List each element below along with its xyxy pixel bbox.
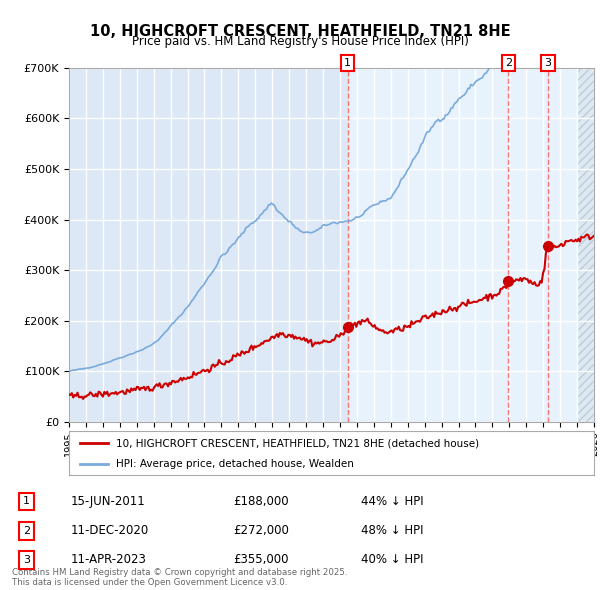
Text: 44% ↓ HPI: 44% ↓ HPI	[361, 495, 424, 508]
Text: £188,000: £188,000	[233, 495, 289, 508]
Bar	[347, 68, 577, 422]
Text: 48% ↓ HPI: 48% ↓ HPI	[361, 524, 424, 537]
Text: 11-APR-2023: 11-APR-2023	[70, 553, 146, 566]
Text: 1: 1	[344, 58, 351, 68]
Text: 10, HIGHCROFT CRESCENT, HEATHFIELD, TN21 8HE (detached house): 10, HIGHCROFT CRESCENT, HEATHFIELD, TN21…	[116, 438, 479, 448]
Text: Contains HM Land Registry data © Crown copyright and database right 2025.
This d: Contains HM Land Registry data © Crown c…	[12, 568, 347, 587]
Text: 40% ↓ HPI: 40% ↓ HPI	[361, 553, 424, 566]
Text: 2: 2	[23, 526, 30, 536]
Text: HPI: Average price, detached house, Wealden: HPI: Average price, detached house, Weal…	[116, 459, 354, 469]
Text: Price paid vs. HM Land Registry's House Price Index (HPI): Price paid vs. HM Land Registry's House …	[131, 35, 469, 48]
Text: 2: 2	[505, 58, 512, 68]
Text: 1: 1	[23, 497, 30, 506]
Text: 15-JUN-2011: 15-JUN-2011	[70, 495, 145, 508]
Text: 11-DEC-2020: 11-DEC-2020	[70, 524, 148, 537]
Text: 3: 3	[23, 555, 30, 565]
Text: £272,000: £272,000	[233, 524, 289, 537]
Text: 3: 3	[544, 58, 551, 68]
Text: £355,000: £355,000	[233, 553, 289, 566]
Text: 10, HIGHCROFT CRESCENT, HEATHFIELD, TN21 8HE: 10, HIGHCROFT CRESCENT, HEATHFIELD, TN21…	[89, 24, 511, 38]
Bar	[577, 68, 594, 422]
Bar	[69, 68, 347, 422]
